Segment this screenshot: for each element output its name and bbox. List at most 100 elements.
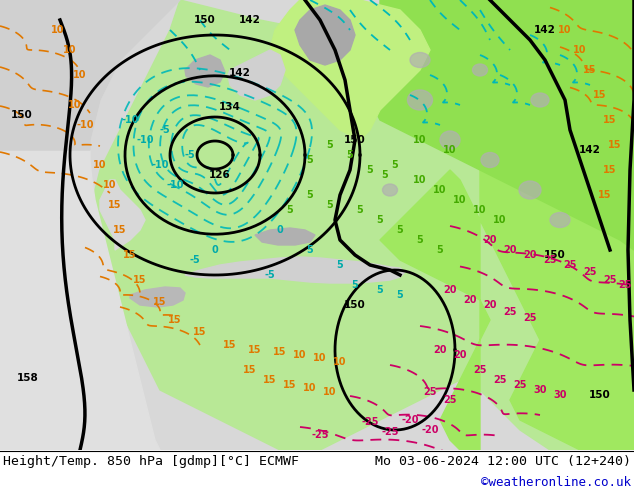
Text: 15: 15 (113, 225, 127, 235)
Text: 0: 0 (276, 225, 283, 235)
Text: 10: 10 (68, 100, 82, 110)
Text: 15: 15 (123, 250, 137, 260)
Text: 15: 15 (133, 275, 146, 285)
Text: 5: 5 (307, 190, 313, 200)
Text: 15: 15 (223, 340, 236, 350)
Ellipse shape (519, 181, 541, 199)
Ellipse shape (440, 131, 460, 149)
Text: 15: 15 (153, 297, 167, 307)
Text: 10: 10 (313, 353, 327, 363)
Text: -5: -5 (190, 255, 200, 265)
Text: 5: 5 (397, 290, 403, 300)
Text: -25: -25 (361, 417, 378, 427)
Text: -10: -10 (136, 135, 154, 145)
Text: 15: 15 (263, 375, 277, 385)
Text: 15: 15 (598, 190, 612, 200)
Text: 25: 25 (473, 365, 487, 375)
Text: -20: -20 (421, 425, 439, 435)
Text: 142: 142 (229, 68, 251, 78)
Text: 10: 10 (51, 25, 65, 35)
Polygon shape (270, 0, 430, 140)
Text: 10: 10 (559, 25, 572, 35)
Text: 5: 5 (397, 225, 403, 235)
Text: 25: 25 (523, 313, 537, 323)
Text: 142: 142 (239, 15, 261, 25)
Text: -25: -25 (311, 430, 329, 440)
Text: 25: 25 (493, 375, 507, 385)
Text: 5: 5 (392, 160, 398, 170)
Text: 15: 15 (608, 140, 622, 150)
Ellipse shape (550, 213, 570, 227)
Ellipse shape (472, 64, 488, 76)
Text: 126: 126 (209, 170, 231, 180)
Text: ©weatheronline.co.uk: ©weatheronline.co.uk (481, 476, 631, 490)
Ellipse shape (408, 90, 432, 110)
Text: 5: 5 (307, 155, 313, 165)
Text: 25: 25 (618, 280, 631, 290)
Text: -10: -10 (152, 160, 169, 170)
Text: 15: 15 (193, 327, 207, 337)
Text: 5: 5 (352, 280, 358, 290)
Text: 5: 5 (327, 140, 333, 150)
Text: 15: 15 (108, 200, 122, 210)
Text: 25: 25 (514, 380, 527, 390)
Polygon shape (228, 50, 285, 100)
Polygon shape (440, 0, 634, 20)
Text: 5: 5 (366, 165, 373, 175)
Text: 10: 10 (303, 383, 317, 393)
Text: -10: -10 (121, 115, 139, 125)
Text: 20: 20 (443, 285, 456, 295)
Text: 150: 150 (11, 110, 33, 120)
Ellipse shape (481, 152, 499, 168)
Text: 20: 20 (433, 345, 447, 355)
Text: 25: 25 (583, 267, 597, 277)
Text: 10: 10 (473, 205, 487, 215)
Text: 15: 15 (593, 90, 607, 100)
Text: 142: 142 (579, 145, 601, 155)
Text: 5: 5 (337, 260, 344, 270)
Text: -5: -5 (264, 270, 275, 280)
Ellipse shape (531, 93, 549, 107)
Text: 30: 30 (553, 390, 567, 400)
Text: -5: -5 (184, 150, 195, 160)
Text: 150: 150 (194, 15, 216, 25)
Text: 25: 25 (424, 387, 437, 397)
Text: 150: 150 (344, 300, 366, 310)
Polygon shape (0, 0, 160, 450)
Text: 150: 150 (344, 135, 366, 145)
Text: 15: 15 (603, 165, 617, 175)
Polygon shape (185, 55, 225, 87)
Text: 5: 5 (307, 245, 313, 255)
Text: 25: 25 (563, 260, 577, 270)
Text: 5: 5 (347, 150, 353, 160)
Text: 10: 10 (573, 45, 586, 55)
Text: 10: 10 (93, 160, 107, 170)
Text: -10: -10 (166, 180, 184, 190)
Text: -20: -20 (401, 415, 418, 425)
Text: 158: 158 (17, 373, 39, 383)
Text: -25: -25 (381, 427, 399, 437)
Text: 25: 25 (443, 395, 456, 405)
Text: 15: 15 (243, 365, 257, 375)
Text: 30: 30 (533, 385, 547, 395)
Text: 10: 10 (63, 45, 77, 55)
Ellipse shape (382, 184, 398, 196)
Text: 5: 5 (437, 245, 443, 255)
Text: 5: 5 (287, 205, 294, 215)
Text: 15: 15 (603, 115, 617, 125)
Text: 150: 150 (544, 250, 566, 260)
Text: 134: 134 (219, 102, 241, 112)
Text: -5: -5 (160, 125, 171, 135)
Text: 10: 10 (413, 175, 427, 185)
Text: 15: 15 (583, 65, 597, 75)
Text: 20: 20 (483, 235, 497, 245)
Polygon shape (130, 287, 185, 307)
Text: 142: 142 (534, 25, 556, 35)
Text: 150: 150 (589, 390, 611, 400)
Text: -10: -10 (76, 120, 94, 130)
Polygon shape (0, 0, 180, 150)
Text: 10: 10 (103, 180, 117, 190)
Text: 15: 15 (168, 315, 182, 325)
Text: 10: 10 (493, 215, 507, 225)
Text: 20: 20 (523, 250, 537, 260)
